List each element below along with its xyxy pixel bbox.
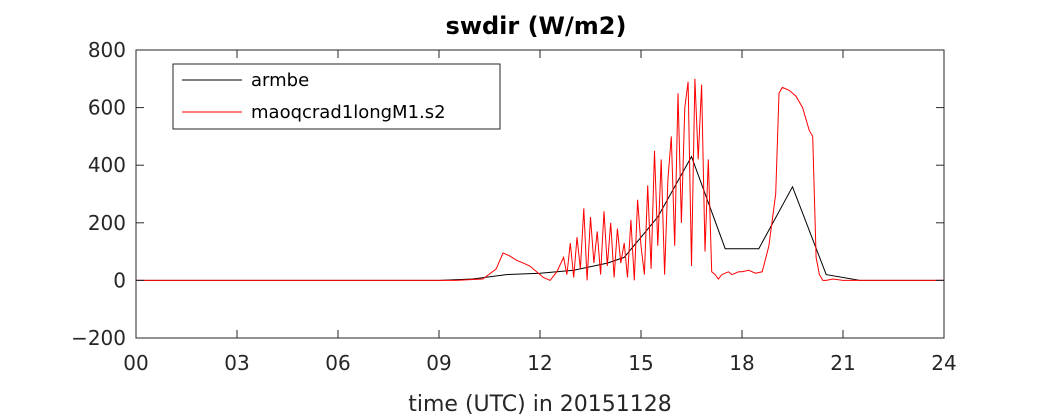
y-tick-label: 400 xyxy=(88,153,126,177)
chart-title: swdir (W/m2) xyxy=(446,12,627,40)
x-tick-label: 21 xyxy=(830,351,855,375)
x-tick-label: 15 xyxy=(628,351,653,375)
x-tick-label: 03 xyxy=(224,351,249,375)
x-axis: 00 03 06 09 12 15 18 21 24 xyxy=(123,50,957,375)
y-tick-label: 800 xyxy=(88,38,126,62)
series-layer xyxy=(136,78,944,282)
legend-label-maoqcrad: maoqcrad1longM1.s2 xyxy=(251,102,446,123)
y-tick-label: 200 xyxy=(88,211,126,235)
y-tick-label: 600 xyxy=(88,96,126,120)
x-tick-label: 12 xyxy=(527,351,552,375)
y-tick-label: 0 xyxy=(113,268,126,292)
x-tick-label: 06 xyxy=(325,351,350,375)
x-axis-label: time (UTC) in 20151128 xyxy=(408,392,672,417)
x-tick-label: 24 xyxy=(931,351,956,375)
y-axis: −200 0 200 400 600 800 xyxy=(71,38,944,350)
x-tick-label: 09 xyxy=(426,351,451,375)
legend-label-armbe: armbe xyxy=(251,70,309,91)
x-tick-label: 00 xyxy=(123,351,148,375)
y-tick-label: −200 xyxy=(71,326,126,350)
legend-box xyxy=(172,63,501,130)
series-line-1 xyxy=(136,78,944,282)
x-tick-label: 18 xyxy=(729,351,754,375)
legend: armbe maoqcrad1longM1.s2 xyxy=(172,63,501,130)
